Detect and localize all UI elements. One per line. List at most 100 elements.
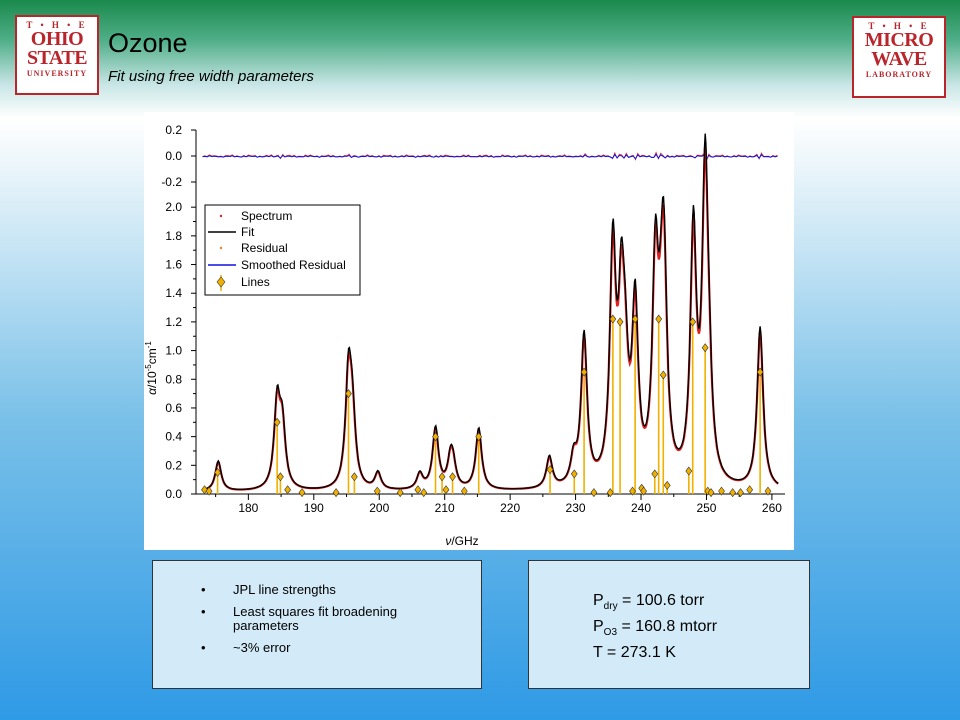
ozone-pressure-value: = 160.8 mtorr — [617, 618, 718, 636]
legend-residual-swatch — [219, 246, 223, 250]
x-tick-label: 230 — [566, 501, 586, 515]
line-marker — [277, 472, 284, 482]
y-tick-label: 0.8 — [165, 372, 182, 386]
line-marker — [616, 317, 624, 327]
legend-lines-diamond — [216, 276, 226, 288]
x-tick-label: 190 — [304, 501, 324, 515]
x-tick-label: 200 — [369, 501, 389, 515]
line-marker — [273, 417, 281, 427]
residual-y-tick-label: 0.2 — [165, 123, 182, 137]
y-tick-label: 2.0 — [165, 200, 182, 214]
line-marker — [729, 488, 737, 498]
x-tick-label: 210 — [435, 501, 455, 515]
y-axis-exp1: -5 — [144, 364, 153, 372]
line-marker — [701, 343, 709, 353]
line-marker — [201, 485, 208, 495]
x-axis-label: ν/GHz — [445, 534, 478, 548]
x-axis-symbol: ν — [445, 534, 451, 548]
line-marker — [284, 485, 291, 495]
logo-right-line2: WAVE — [871, 48, 927, 70]
legend-residual-label: Residual — [241, 241, 288, 255]
line-marker — [655, 314, 663, 324]
logo-right-top: T • H • E — [868, 21, 930, 31]
logo-left-bottom: UNIVERSITY — [26, 69, 88, 78]
line-marker — [689, 317, 697, 327]
y-tick-label: 1.6 — [165, 258, 182, 272]
y-axis-unit2: cm — [145, 348, 159, 364]
line-marker — [737, 488, 744, 498]
line-marker — [449, 472, 456, 482]
legend-spectrum-label: Spectrum — [241, 209, 292, 223]
ozone-pressure-sub: O3 — [603, 627, 618, 639]
line-marker — [570, 469, 578, 479]
x-tick-label: 180 — [238, 501, 258, 515]
logo-left-line2: STATE — [26, 47, 88, 69]
spectrum-plot-svg: 180 190 200 210 220 230 240 250 260 0.0 0.2 0.4 0.6 0… — [144, 123, 785, 548]
y-tick-label: 1.0 — [165, 344, 182, 358]
y-axis-unit: /10 — [145, 371, 159, 388]
y-tick-label: 1.8 — [165, 229, 182, 243]
line-marker — [414, 485, 422, 495]
dry-pressure: Pdry = 100.6 torr — [593, 591, 809, 617]
line-marker — [205, 486, 213, 496]
y-axis-label: α/10-5cm-1 — [144, 341, 159, 395]
parameter-list: Pdry = 100.6 torr PO3 = 160.8 mtorr T = … — [529, 561, 809, 663]
line-marker — [396, 488, 404, 498]
logo-right-line1: MICRO — [864, 29, 934, 51]
legend-fit-label: Fit — [241, 225, 255, 239]
ozone-pressure: PO3 = 160.8 mtorr — [593, 617, 809, 643]
fit-group — [202, 133, 779, 491]
line-marker — [756, 367, 764, 377]
x-tick-label: 260 — [762, 501, 782, 515]
x-axis-unit: /GHz — [451, 534, 478, 548]
line-marker — [606, 488, 614, 498]
spectrum-trace — [202, 144, 779, 491]
logo-right-bottom: LABORATORY — [865, 70, 933, 79]
legend-box — [204, 204, 361, 296]
line-marker — [746, 485, 754, 495]
dry-pressure-sub: dry — [603, 601, 618, 613]
x-tick-label: 240 — [631, 501, 651, 515]
note-item: Least squares fit broadening parameters — [201, 605, 451, 633]
line-marker — [298, 488, 306, 498]
note-item: JPL line strengths — [201, 583, 451, 598]
axes-group: 180 190 200 210 220 230 240 250 260 0.0 0.2 0.4 0.6 0… — [161, 123, 785, 515]
line-marker — [420, 488, 428, 498]
notes-list: JPL line strengths Least squares fit bro… — [153, 561, 481, 656]
line-marker — [707, 488, 715, 498]
logo-left-top: T • H • E — [26, 20, 88, 30]
note-item: ~3% error — [201, 641, 451, 656]
y-tick-label: 0.0 — [165, 487, 182, 501]
temperature: T = 273.1 K — [593, 644, 676, 662]
line-marker — [631, 314, 639, 324]
slide-title: Ozone — [108, 28, 188, 58]
dry-pressure-value: = 100.6 torr — [617, 592, 705, 609]
line-marker — [718, 486, 725, 496]
line-marker — [438, 472, 446, 482]
line-marker — [373, 486, 381, 496]
line-marker — [442, 485, 450, 495]
y-axis-symbol: α — [145, 387, 159, 395]
line-marker — [685, 466, 693, 476]
dry-pressure-symbol: P — [593, 592, 604, 609]
y-tick-label: 0.2 — [165, 458, 182, 472]
line-marker — [460, 486, 468, 496]
line-stick-group — [203, 319, 769, 494]
logo-left-line1: OHIO — [30, 28, 84, 50]
line-marker — [214, 467, 221, 477]
line-marker — [580, 367, 588, 377]
notes-box: JPL line strengths Least squares fit bro… — [152, 560, 482, 689]
parameters-box: Pdry = 100.6 torr PO3 = 160.8 mtorr T = … — [528, 560, 810, 689]
line-marker — [764, 486, 772, 496]
legend-group: Spectrum Fit Residual Smoothed Residual … — [204, 204, 361, 296]
line-marker — [640, 486, 648, 496]
legend-smoothed-label: Smoothed Residual — [241, 258, 346, 272]
legend-spectrum-swatch — [219, 214, 223, 218]
spectrum-chart: 180 190 200 210 220 230 240 250 260 0.0 0.2 0.4 0.6 0… — [144, 112, 794, 550]
line-marker — [345, 389, 352, 399]
residual-group — [202, 151, 778, 163]
line-marker — [609, 314, 617, 324]
ohio-state-logo: T • H • E OHIO STATE UNIVERSITY — [15, 15, 99, 95]
line-marker — [332, 488, 340, 498]
line-marker — [432, 432, 439, 442]
